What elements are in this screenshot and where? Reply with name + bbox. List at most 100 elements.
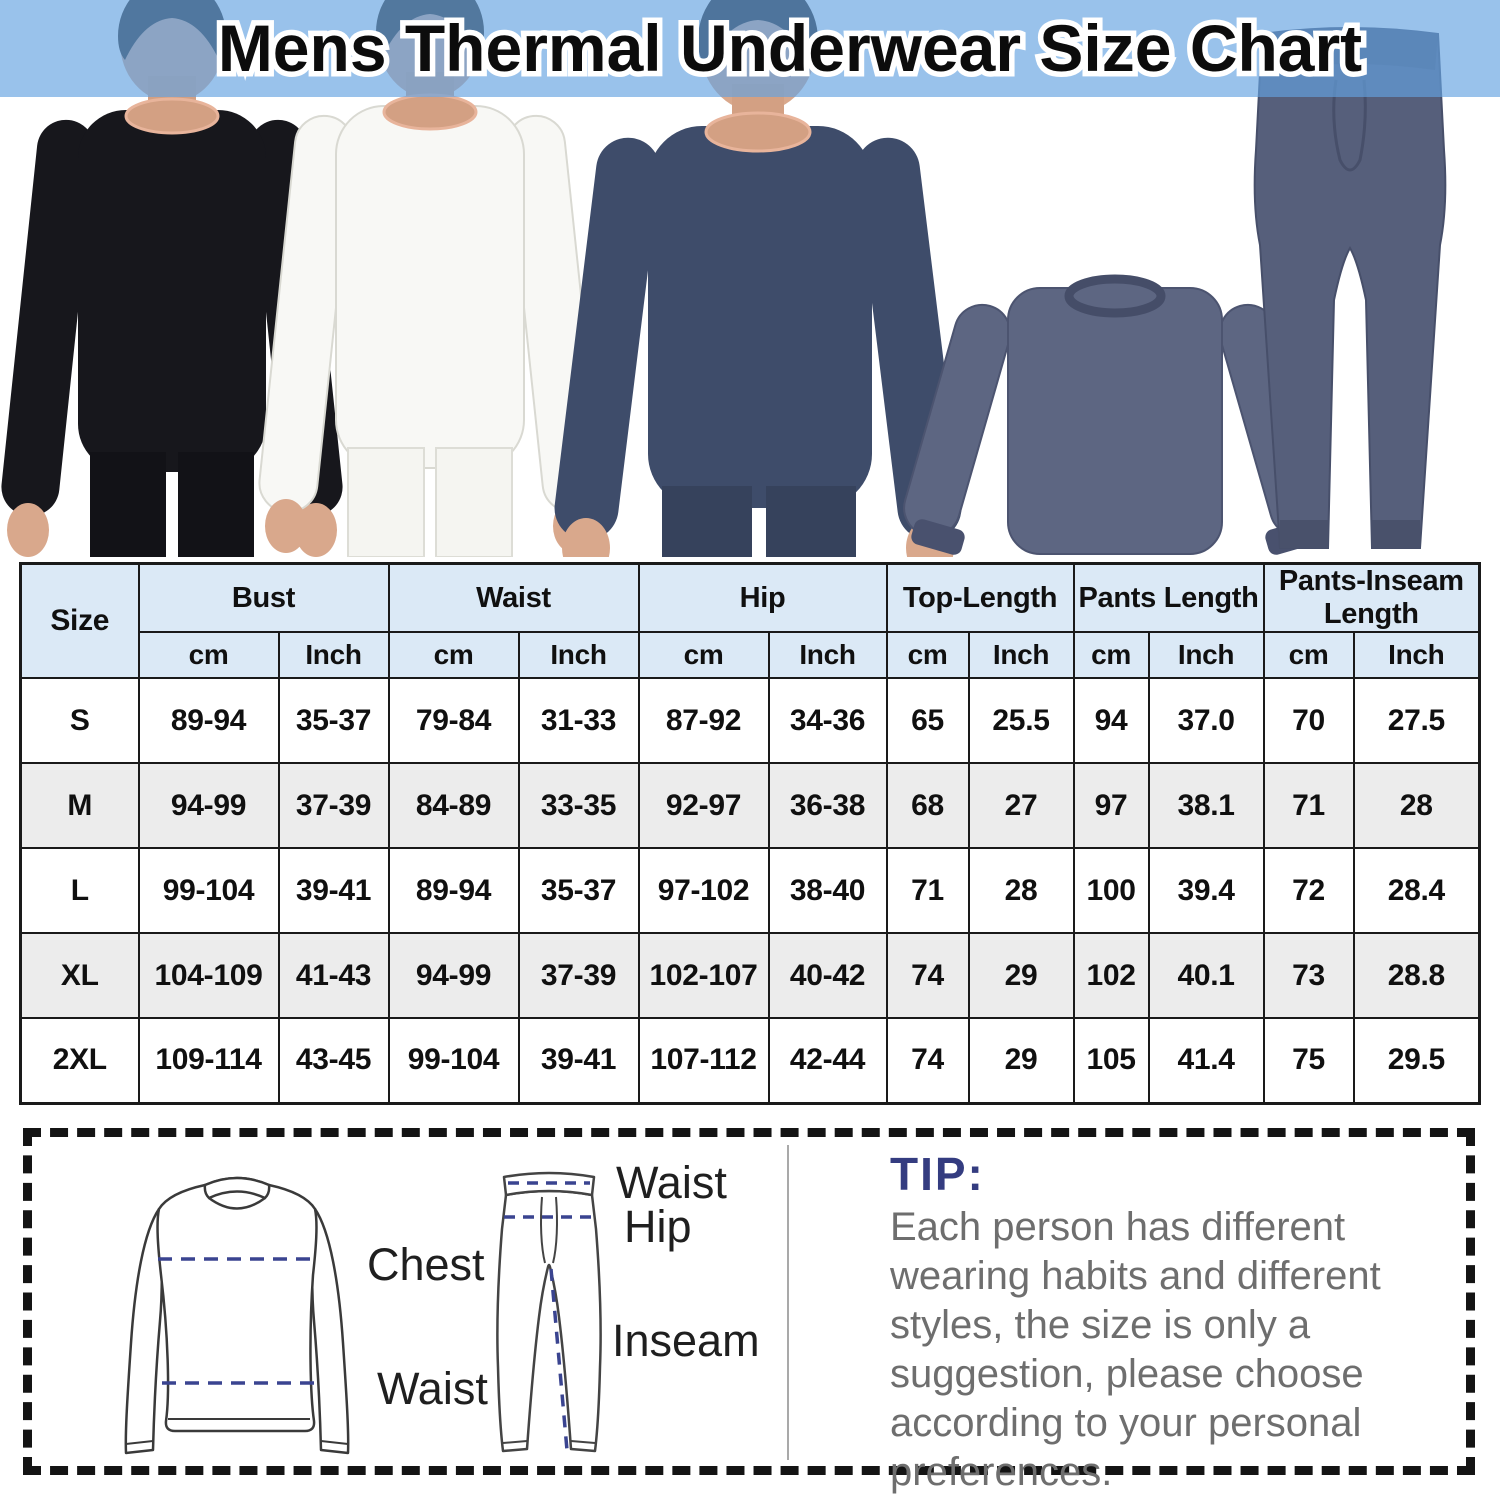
size-table-body: S 89-94 35-37 79-84 31-33 87-92 34-36 65 25.5 94 3…	[19, 677, 1481, 1104]
value-cell: 35-37	[277, 677, 390, 764]
value-cell: 75	[1262, 1017, 1355, 1104]
table-row: XL 104-109 41-43 94-99 37-39 102-107 40-42 74 29…	[19, 932, 1481, 1019]
value-cell: 71	[885, 847, 970, 934]
value-cell: 73	[1262, 932, 1355, 1019]
table-row: S 89-94 35-37 79-84 31-33 87-92 34-36 65 25.5 94 3…	[19, 677, 1481, 764]
value-cell: 68	[885, 762, 970, 849]
value-cell: 37-39	[517, 932, 640, 1019]
value-cell: 84-89	[387, 762, 520, 849]
value-cell: 74	[885, 1017, 970, 1104]
value-cell: 33-35	[517, 762, 640, 849]
value-cell: 29	[967, 1017, 1075, 1104]
pants-waist-label: Waist	[616, 1157, 727, 1208]
value-cell: 38.1	[1147, 762, 1265, 849]
column-header-pants-inseam-length: Pants-Inseam Length	[1262, 562, 1481, 633]
page-title: Mens Thermal Underwear Size Chart	[218, 11, 1362, 85]
column-header-hip: Hip	[637, 562, 888, 633]
value-cell: 29.5	[1352, 1017, 1481, 1104]
value-cell: 27.5	[1352, 677, 1481, 764]
value-cell: 79-84	[387, 677, 520, 764]
column-header-bust: Bust	[137, 562, 390, 633]
value-cell: 42-44	[767, 1017, 888, 1104]
value-cell: 105	[1072, 1017, 1150, 1104]
value-cell: 37.0	[1147, 677, 1265, 764]
value-cell: 31-33	[517, 677, 640, 764]
inseam-label: Inseam	[612, 1315, 760, 1366]
value-cell: 41.4	[1147, 1017, 1265, 1104]
unit-header-cm: cm	[637, 631, 770, 679]
title-banner: Mens Thermal Underwear Size Chart	[0, 0, 1500, 97]
value-cell: 29	[967, 932, 1075, 1019]
value-cell: 72	[1262, 847, 1355, 934]
column-header-pants-length: Pants Length	[1072, 562, 1265, 633]
value-cell: 102	[1072, 932, 1150, 1019]
table-row: 2XL 109-114 43-45 99-104 39-41 107-112 42-44 74…	[19, 1017, 1481, 1104]
column-header-size: Size	[19, 562, 140, 679]
size-cell: 2XL	[19, 1017, 140, 1104]
value-cell: 38-40	[767, 847, 888, 934]
value-cell: 107-112	[637, 1017, 770, 1104]
value-cell: 89-94	[137, 677, 280, 764]
unit-header-inch: Inch	[1147, 631, 1265, 679]
shirt-measure-diagram	[124, 1176, 350, 1455]
column-header-top-length: Top-Length	[885, 562, 1075, 633]
value-cell: 89-94	[387, 847, 520, 934]
unit-header-inch: Inch	[767, 631, 888, 679]
value-cell: 94-99	[137, 762, 280, 849]
unit-header-cm: cm	[387, 631, 520, 679]
unit-header-cm: cm	[137, 631, 280, 679]
pants-measure-diagram	[496, 1171, 602, 1453]
value-cell: 70	[1262, 677, 1355, 764]
size-cell: L	[19, 847, 140, 934]
value-cell: 71	[1262, 762, 1355, 849]
title-banner-svg: Mens Thermal Underwear Size Chart	[212, 6, 1367, 91]
value-cell: 40.1	[1147, 932, 1265, 1019]
unit-header-inch: Inch	[277, 631, 390, 679]
size-cell: S	[19, 677, 140, 764]
value-cell: 28.4	[1352, 847, 1481, 934]
inseam-measure-line	[549, 1268, 569, 1451]
value-cell: 92-97	[637, 762, 770, 849]
unit-header-inch: Inch	[1352, 631, 1481, 679]
value-cell: 104-109	[137, 932, 280, 1019]
value-cell: 102-107	[637, 932, 770, 1019]
value-cell: 99-104	[387, 1017, 520, 1104]
value-cell: 39-41	[517, 1017, 640, 1104]
value-cell: 41-43	[277, 932, 390, 1019]
value-cell: 109-114	[137, 1017, 280, 1104]
unit-header-cm: cm	[885, 631, 970, 679]
unit-header-cm: cm	[1072, 631, 1150, 679]
table-row: L 99-104 39-41 89-94 35-37 97-102 38-40 71 28 100…	[19, 847, 1481, 934]
value-cell: 28	[1352, 762, 1481, 849]
unit-header-inch: Inch	[967, 631, 1075, 679]
value-cell: 94	[1072, 677, 1150, 764]
unit-header-cm: cm	[1262, 631, 1355, 679]
value-cell: 39.4	[1147, 847, 1265, 934]
chest-label: Chest	[367, 1239, 485, 1290]
size-chart-table: Size Bust Waist Hip Top-Length Pants Len…	[19, 562, 1482, 1105]
measuring-guide-box: Chest Waist Waist Hip Inseam TIP: Each p…	[23, 1128, 1475, 1494]
value-cell: 37-39	[277, 762, 390, 849]
value-cell: 87-92	[637, 677, 770, 764]
value-cell: 28	[967, 847, 1075, 934]
value-cell: 35-37	[517, 847, 640, 934]
value-cell: 27	[967, 762, 1075, 849]
size-cell: XL	[19, 932, 140, 1019]
value-cell: 39-41	[277, 847, 390, 934]
value-cell: 34-36	[767, 677, 888, 764]
value-cell: 65	[885, 677, 970, 764]
value-cell: 97	[1072, 762, 1150, 849]
table-row: M 94-99 37-39 84-89 33-35 92-97 36-38 68 27 97 38.…	[19, 762, 1481, 849]
hip-label: Hip	[624, 1201, 692, 1252]
unit-header-inch: Inch	[517, 631, 640, 679]
value-cell: 74	[885, 932, 970, 1019]
value-cell: 100	[1072, 847, 1150, 934]
value-cell: 94-99	[387, 932, 520, 1019]
divider	[787, 1145, 789, 1460]
value-cell: 25.5	[967, 677, 1075, 764]
value-cell: 97-102	[637, 847, 770, 934]
flatlay-set-photo	[903, 27, 1447, 555]
column-header-waist: Waist	[387, 562, 640, 633]
value-cell: 99-104	[137, 847, 280, 934]
